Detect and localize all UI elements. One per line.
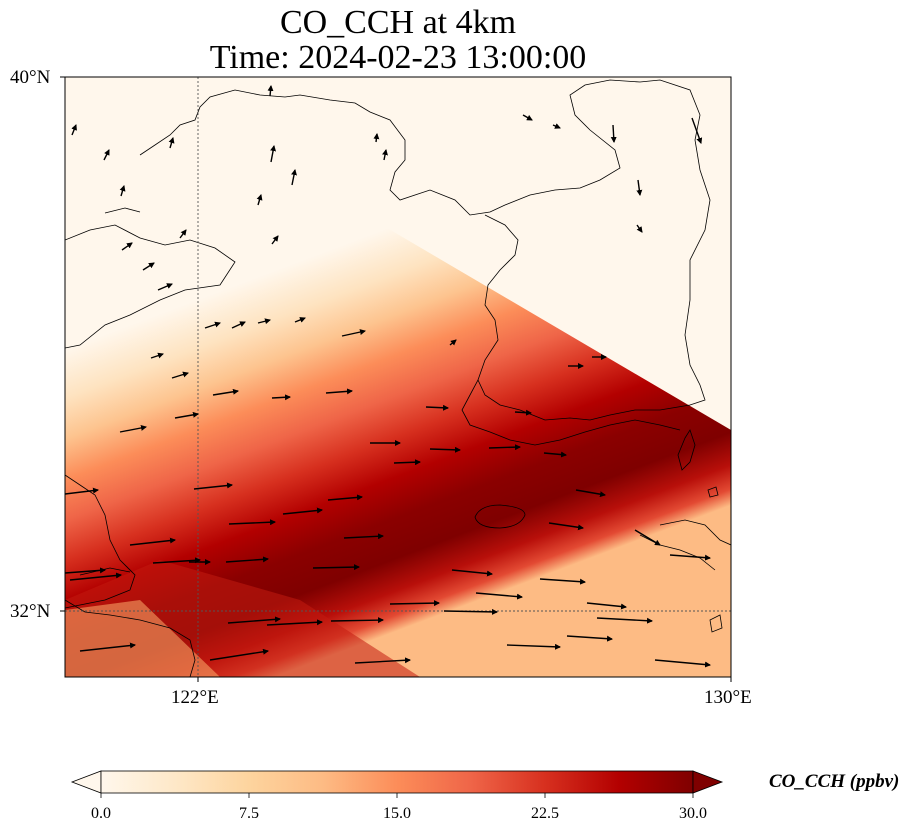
wind-arrow bbox=[119, 185, 126, 197]
lon-tick-130e: 130°E bbox=[704, 687, 752, 708]
wind-arrow bbox=[179, 229, 187, 239]
axis-ticks bbox=[60, 76, 732, 682]
wind-arrow bbox=[119, 424, 147, 433]
wind-arrow bbox=[475, 592, 523, 600]
wind-arrow bbox=[506, 643, 561, 650]
wind-arrow bbox=[548, 522, 584, 531]
wind-arrow bbox=[65, 567, 106, 574]
wind-arrow bbox=[393, 459, 421, 466]
wind-arrow bbox=[327, 494, 363, 501]
wind-arrow bbox=[543, 451, 567, 458]
colorbar-label: CO_CCH (ppbv) bbox=[769, 771, 900, 792]
wind-arrow bbox=[168, 137, 175, 149]
wind-arrow bbox=[257, 318, 271, 325]
wind-arrow bbox=[343, 533, 384, 540]
wind-arrow bbox=[354, 657, 411, 664]
wind-arrow bbox=[636, 224, 643, 233]
wind-arrow bbox=[552, 123, 561, 129]
wind-arrow bbox=[121, 242, 133, 251]
wind-arrow bbox=[193, 482, 233, 490]
colorbar-tick-1: 7.5 bbox=[239, 805, 259, 822]
wind-arrow bbox=[325, 388, 353, 395]
wind-arrow bbox=[103, 149, 110, 161]
colorbar bbox=[70, 770, 724, 798]
wind-arrow bbox=[425, 404, 449, 411]
wind-arrow bbox=[669, 554, 711, 561]
wind-arrow bbox=[566, 635, 613, 642]
wind-arrow bbox=[69, 572, 122, 581]
lat-tick-40n: 40°N bbox=[10, 67, 51, 88]
wind-arrow bbox=[282, 507, 323, 515]
wind-arrow bbox=[212, 388, 239, 396]
wind-arrow bbox=[150, 352, 164, 359]
wind-arrow bbox=[586, 602, 627, 610]
wind-arrow bbox=[294, 317, 306, 323]
wind-arrow bbox=[209, 648, 269, 661]
wind-arrow bbox=[231, 321, 246, 329]
wind-arrow bbox=[451, 569, 493, 577]
wind-arrow bbox=[171, 371, 189, 379]
wind-arrow bbox=[79, 642, 136, 652]
map-frame bbox=[64, 76, 732, 678]
wind-arrow bbox=[634, 529, 661, 546]
wind-arrow bbox=[65, 487, 99, 495]
wind-arrow bbox=[267, 85, 274, 97]
wind-arrow bbox=[228, 519, 276, 526]
wind-arrow bbox=[152, 557, 201, 564]
wind-arrow bbox=[522, 114, 533, 121]
wind-arrow bbox=[610, 124, 617, 143]
wind-arrow bbox=[514, 409, 532, 416]
wind-arrow bbox=[174, 411, 199, 419]
wind-arrow bbox=[449, 339, 457, 346]
colorbar-tick-4: 30.0 bbox=[679, 805, 707, 822]
wind-arrow bbox=[270, 145, 277, 163]
wind-arrow bbox=[373, 133, 380, 143]
wind-arrow bbox=[654, 659, 711, 668]
wind-arrow bbox=[256, 194, 263, 206]
wind-arrow bbox=[271, 235, 279, 245]
wind-arrow bbox=[129, 537, 176, 546]
wind-arrow bbox=[636, 179, 643, 196]
wind-arrow bbox=[575, 489, 606, 498]
wind-arrow bbox=[596, 617, 653, 624]
wind-arrow bbox=[271, 394, 291, 401]
wind-vector-field bbox=[65, 85, 711, 668]
wind-arrow bbox=[691, 117, 703, 144]
wind-arrow bbox=[341, 329, 366, 337]
wind-arrow bbox=[330, 617, 384, 624]
gridlines bbox=[65, 77, 731, 677]
wind-arrow bbox=[71, 124, 77, 136]
colorbar-bar bbox=[100, 770, 694, 794]
colorbar-min-extend bbox=[70, 770, 102, 794]
wind-arrow bbox=[488, 444, 521, 451]
colorbar-tick-0: 0.0 bbox=[91, 805, 111, 822]
concentration-field bbox=[65, 77, 731, 677]
colorbar-tick-3: 22.5 bbox=[531, 805, 559, 822]
wind-arrow bbox=[429, 446, 461, 453]
wind-arrow bbox=[225, 556, 269, 563]
wind-arrow bbox=[443, 608, 498, 615]
colorbar-tick-2: 15.0 bbox=[383, 805, 411, 822]
colorbar-max-extend bbox=[692, 770, 724, 794]
wind-arrow bbox=[157, 283, 173, 291]
wind-arrow bbox=[227, 616, 281, 624]
wind-arrow bbox=[389, 600, 440, 607]
wind-arrow bbox=[204, 321, 221, 329]
map-time-subtitle: Time: 2024-02-23 13:00:00 bbox=[209, 39, 587, 76]
lon-tick-122e: 122°E bbox=[171, 687, 219, 708]
map-title: CO_CCH at 4km bbox=[279, 4, 517, 41]
coastlines bbox=[65, 79, 731, 677]
wind-arrow bbox=[539, 578, 586, 585]
wind-arrow bbox=[266, 619, 323, 626]
wind-arrow bbox=[291, 169, 297, 186]
wind-arrow bbox=[382, 149, 388, 161]
lat-tick-32n: 32°N bbox=[10, 601, 51, 622]
wind-arrow bbox=[142, 262, 155, 271]
wind-arrow bbox=[312, 564, 360, 571]
